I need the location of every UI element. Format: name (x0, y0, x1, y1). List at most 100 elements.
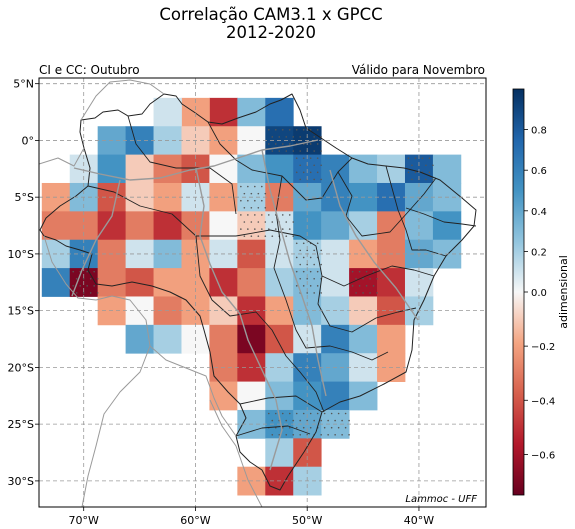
lat-tick-label: 15°S (8, 305, 34, 318)
neighbour-border-5 (80, 79, 165, 121)
significance-dot (285, 221, 288, 223)
map-subtitle-left: CI e CC: Outubro (39, 63, 140, 77)
significance-dot (247, 214, 249, 216)
lat-tick-label: 5°N (13, 78, 34, 91)
significance-dot (369, 277, 371, 280)
lon-tick-label: 50°W (292, 514, 322, 527)
significance-dot (337, 426, 340, 429)
state-border-2 (87, 185, 323, 277)
significance-dot (425, 164, 427, 167)
correlation-cell (237, 324, 266, 354)
significance-dot (281, 228, 284, 230)
significance-dot (257, 235, 260, 237)
state-border-8 (317, 275, 417, 333)
significance-dot (334, 419, 336, 422)
significance-dot (355, 292, 357, 294)
significance-dot (271, 221, 274, 223)
significance-dot (309, 171, 312, 174)
lat-tick-label: 10°S (8, 248, 34, 261)
significance-dot (299, 277, 302, 280)
significance-dot (309, 270, 312, 273)
significance-dot (320, 178, 322, 181)
correlation-cell (41, 211, 71, 241)
significance-dot (302, 171, 305, 174)
significance-dot (411, 178, 413, 181)
figure-title-line1: Correlação CAM3.1 x GPCC (159, 5, 382, 24)
significance-dot (274, 128, 277, 131)
significance-dot (261, 199, 263, 202)
significance-dot (334, 433, 336, 436)
significance-dot (295, 171, 298, 174)
significance-dot (320, 292, 322, 294)
significance-dot (89, 277, 92, 280)
significance-dot (243, 192, 246, 195)
significance-dot (302, 285, 305, 287)
significance-dot (351, 270, 354, 273)
significance-dot (372, 270, 375, 273)
colorbar-tick-label: 0.0 (531, 288, 547, 299)
significance-dot (327, 433, 329, 436)
significance-dot (261, 214, 263, 216)
significance-dot (288, 228, 291, 230)
significance-dot (281, 143, 284, 145)
significance-dot (257, 207, 260, 209)
significance-dot (316, 157, 319, 159)
significance-dot (313, 419, 315, 422)
correlation-cell (265, 154, 294, 184)
significance-dot (285, 419, 288, 422)
significance-dot (250, 221, 253, 223)
significance-dot (365, 270, 368, 273)
significance-dot (240, 185, 242, 188)
significance-dot (341, 419, 343, 422)
significance-dot (288, 214, 291, 216)
significance-dot (288, 128, 291, 131)
significance-dot (414, 171, 417, 174)
significance-dot (320, 433, 322, 436)
significance-dot (299, 136, 302, 138)
correlation-cell (265, 97, 294, 127)
significance-dot (428, 171, 431, 174)
significance-dot (254, 199, 256, 202)
significance-dot (309, 285, 312, 287)
river-1 (73, 139, 319, 181)
significance-dot (274, 412, 277, 415)
significance-dot (89, 292, 92, 294)
lon-tick-label: 70°W (69, 514, 99, 527)
correlation-cell (209, 97, 238, 127)
correlation-cell (125, 211, 154, 241)
significance-dot (82, 292, 85, 294)
significance-dot (264, 235, 267, 237)
significance-dot (75, 277, 78, 280)
significance-dot (93, 285, 95, 287)
significance-dot (267, 143, 270, 145)
significance-dot (267, 412, 270, 415)
river-5 (71, 179, 121, 297)
significance-dot (295, 242, 298, 245)
correlation-cell (349, 268, 378, 297)
lon-tick-label: 40°W (404, 514, 434, 527)
significance-dot (348, 433, 350, 436)
significance-dot (278, 150, 281, 152)
significance-dot (302, 242, 305, 245)
correlation-cell (153, 154, 182, 184)
correlation-cell (125, 324, 154, 354)
significance-dot (250, 207, 253, 209)
colorbar-gradient (512, 88, 525, 496)
correlation-cell (153, 211, 182, 241)
significance-dot (407, 157, 410, 159)
state-border-1 (127, 115, 237, 215)
significance-dot (348, 419, 350, 422)
river-4 (329, 169, 419, 321)
significance-dot (96, 277, 99, 280)
significance-dot (250, 192, 253, 195)
significance-dot (271, 235, 274, 237)
lat-tick-label: 25°S (8, 418, 34, 431)
map-subtitle-right: Válido para Novembro (352, 63, 485, 77)
significance-dot (295, 256, 298, 259)
significance-dot (243, 207, 246, 209)
significance-dot (267, 214, 270, 216)
map-frame (38, 77, 487, 508)
correlation-cell (349, 324, 378, 354)
significance-dot (281, 128, 284, 131)
